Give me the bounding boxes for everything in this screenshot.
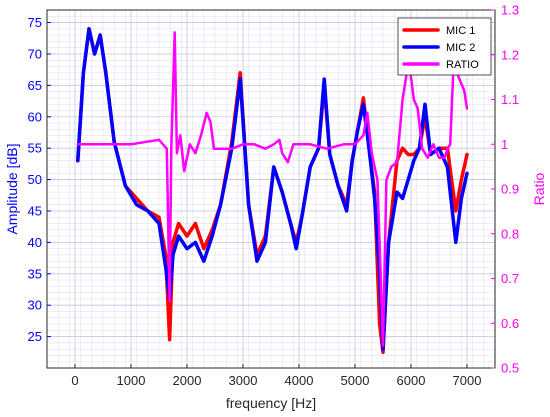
tick-label-x: 1000 xyxy=(117,373,146,388)
tick-label-left: 60 xyxy=(28,109,42,124)
tick-label-right: 1.3 xyxy=(501,3,519,18)
tick-label-left: 55 xyxy=(28,141,42,156)
tick-label-x: 0 xyxy=(71,373,78,388)
tick-label-right: 1.2 xyxy=(501,47,519,62)
series-layer xyxy=(76,27,469,355)
major-grid xyxy=(47,10,495,368)
tick-label-right: 1.1 xyxy=(501,92,519,107)
tick-label-left: 45 xyxy=(28,203,42,218)
tick-label-right: 1 xyxy=(501,137,508,152)
legend: MIC 1 MIC 2 RATIO xyxy=(397,17,492,76)
tick-label-left: 70 xyxy=(28,46,42,61)
x-axis-label: frequency [Hz] xyxy=(226,395,316,411)
tick-label-left: 30 xyxy=(28,298,42,313)
tick-label-x: 6000 xyxy=(397,373,426,388)
tick-label-left: 40 xyxy=(28,235,42,250)
tick-label-left: 35 xyxy=(28,266,42,281)
tick-label-right: 0.9 xyxy=(501,182,519,197)
legend-label-ratio: RATIO xyxy=(446,59,479,71)
tick-label-left: 75 xyxy=(28,15,42,30)
x-axis-ticks: 0 1000 2000 3000 4000 5000 6000 7000 xyxy=(71,364,481,388)
tick-label-left: 50 xyxy=(28,172,42,187)
tick-label-x: 3000 xyxy=(229,373,258,388)
y-axis-label-right: Ratio xyxy=(531,172,547,205)
tick-label-x: 2000 xyxy=(173,373,202,388)
legend-label-mic-1: MIC 1 xyxy=(446,25,475,37)
tick-label-x: 5000 xyxy=(341,373,370,388)
tick-label-left: 25 xyxy=(28,329,42,344)
tick-label-right: 0.6 xyxy=(501,316,519,331)
tick-label-x: 7000 xyxy=(453,373,482,388)
tick-label-right: 0.5 xyxy=(501,361,519,376)
right-axis-ticks: 0.5 0.6 0.7 0.8 0.9 1 1.1 1.2 1.3 xyxy=(491,3,519,376)
series-line-ratio xyxy=(76,31,469,347)
left-axis-ticks: 25 30 35 40 45 50 55 60 65 70 75 xyxy=(28,15,51,344)
tick-label-left: 65 xyxy=(28,78,42,93)
tick-label-x: 4000 xyxy=(285,373,314,388)
y-axis-label-left: Amplitude [dB] xyxy=(4,143,20,234)
tick-label-right: 0.7 xyxy=(501,271,519,286)
legend-label-mic-2: MIC 2 xyxy=(446,42,475,54)
tick-label-right: 0.8 xyxy=(501,226,519,241)
series-line-mic-2 xyxy=(76,27,469,351)
